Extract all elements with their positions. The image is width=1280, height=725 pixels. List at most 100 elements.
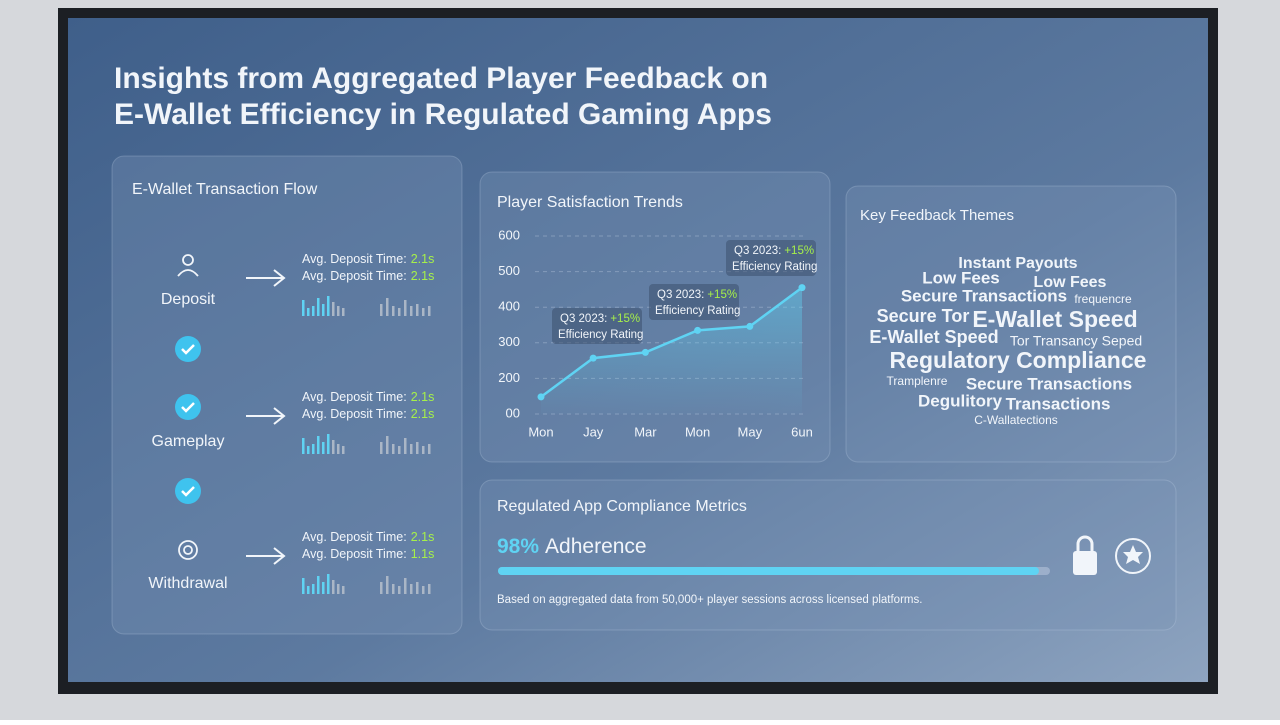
theme-word: E-Wallet Speed [869, 327, 998, 347]
spark-bar [342, 446, 345, 454]
spark-bar [404, 578, 407, 594]
spark-bar [422, 586, 425, 594]
area [541, 287, 802, 414]
y-tick-label: 500 [498, 263, 520, 278]
theme-word: Secure Transactions [901, 286, 1067, 305]
spark-bar [337, 584, 340, 594]
spark-bar [398, 586, 401, 594]
theme-word: Instant Payouts [958, 255, 1077, 272]
point [537, 393, 545, 401]
spark-bar [332, 302, 335, 316]
metric-label: Avg. Deposit Time: [302, 252, 407, 266]
annotation-text: Efficiency Rating [732, 261, 817, 273]
spark-bar [342, 308, 345, 316]
badge-icon [1115, 538, 1151, 574]
line [540, 286, 803, 398]
spark-bar [386, 576, 389, 594]
panel-title: Key Feedback Themes [860, 207, 1014, 224]
themes-panel [845, 185, 1177, 463]
theme-word: Secure Tor [877, 306, 970, 326]
theme-word: Secure Transactions [966, 374, 1132, 393]
annotation-period: Q3 2023: [657, 289, 704, 301]
annotation-change: +15% [707, 289, 737, 301]
adherence: 98% Adherence [497, 535, 647, 558]
metric-value: 2.1s [411, 407, 435, 421]
spark-bar [312, 584, 315, 594]
metric-value: 2.1s [411, 269, 435, 283]
spark-bar [380, 442, 383, 454]
spark-bar [392, 306, 395, 316]
point [589, 354, 597, 362]
annotation-period: Q3 2023: [560, 313, 607, 325]
spark-bar [380, 304, 383, 316]
spark-bar [337, 306, 340, 316]
check [175, 394, 201, 420]
spark-bar [327, 296, 330, 316]
spark-bar [392, 444, 395, 454]
spark-bar [327, 574, 330, 594]
spark-bar [416, 304, 419, 316]
metric: Avg. Deposit Time: 2.1s [302, 390, 434, 404]
metric: Avg. Deposit Time: 1.1s [302, 547, 434, 561]
panel-title: Regulated App Compliance Metrics [497, 498, 747, 515]
x-tick-label: May [738, 424, 763, 439]
arrow [246, 407, 286, 425]
compliance-panel [479, 479, 1177, 631]
annotation: Q3 2023: +15% [734, 245, 814, 257]
step-name: Deposit [161, 291, 216, 308]
user-icon [182, 254, 194, 266]
spark-bar [380, 582, 383, 594]
spark-bar [410, 444, 413, 454]
y-tick-label: 400 [498, 299, 520, 314]
metric-value: 2.1s [411, 530, 435, 544]
spark-bar [386, 436, 389, 454]
title-line: E-Wallet Efficiency in Regulated Gaming … [114, 98, 772, 131]
spark-bar [332, 580, 335, 594]
step-name: Withdrawal [148, 575, 227, 592]
metric-value: 1.1s [411, 547, 435, 561]
spark-bar [317, 576, 320, 594]
spark-bar [404, 300, 407, 316]
theme-word: Tor Transancy Seped [1010, 333, 1142, 349]
arrow [246, 269, 286, 287]
point [746, 322, 754, 330]
theme-word: E-Wallet Speed [972, 306, 1137, 332]
theme-word: Degulitory [918, 391, 1003, 410]
annotation-change: +15% [784, 245, 814, 257]
x-tick-label: Jay [583, 424, 604, 439]
spark-bar [392, 584, 395, 594]
spark-bar [428, 584, 431, 594]
annotation: Q3 2023: +15% [657, 289, 737, 301]
panel-title: Player Satisfaction Trends [497, 194, 683, 211]
theme-word: C-Wallatections [974, 413, 1058, 427]
adherence-value: 98% [497, 535, 539, 558]
point [641, 348, 649, 356]
metric-value: 2.1s [411, 252, 435, 266]
spark-bar [307, 586, 310, 594]
spark-bar [317, 436, 320, 454]
spark-bar [302, 300, 305, 316]
spark-bar [337, 444, 340, 454]
annotation-text: Efficiency Rating [558, 329, 643, 341]
spark-bar [322, 582, 325, 594]
title-line: Insights from Aggregated Player Feedback… [114, 62, 768, 95]
gear-icon [183, 545, 193, 555]
spark-bar [332, 440, 335, 454]
spark-bar [416, 582, 419, 594]
metric-value: 2.1s [411, 390, 435, 404]
panel-title: E-Wallet Transaction Flow [132, 181, 318, 198]
spark-bar [422, 308, 425, 316]
spark-bar [302, 578, 305, 594]
progress-bar [498, 567, 1039, 575]
spark-bar [307, 308, 310, 316]
y-tick-label: 300 [498, 334, 520, 349]
lock-icon [1073, 551, 1097, 575]
annotation-period: Q3 2023: [734, 245, 781, 257]
spark-bar [307, 446, 310, 454]
arrow [246, 547, 286, 565]
annotation-change: +15% [610, 313, 640, 325]
metric-label: Avg. Deposit Time: [302, 530, 407, 544]
spark-bar [302, 438, 305, 454]
y-tick-label: 200 [498, 370, 520, 385]
